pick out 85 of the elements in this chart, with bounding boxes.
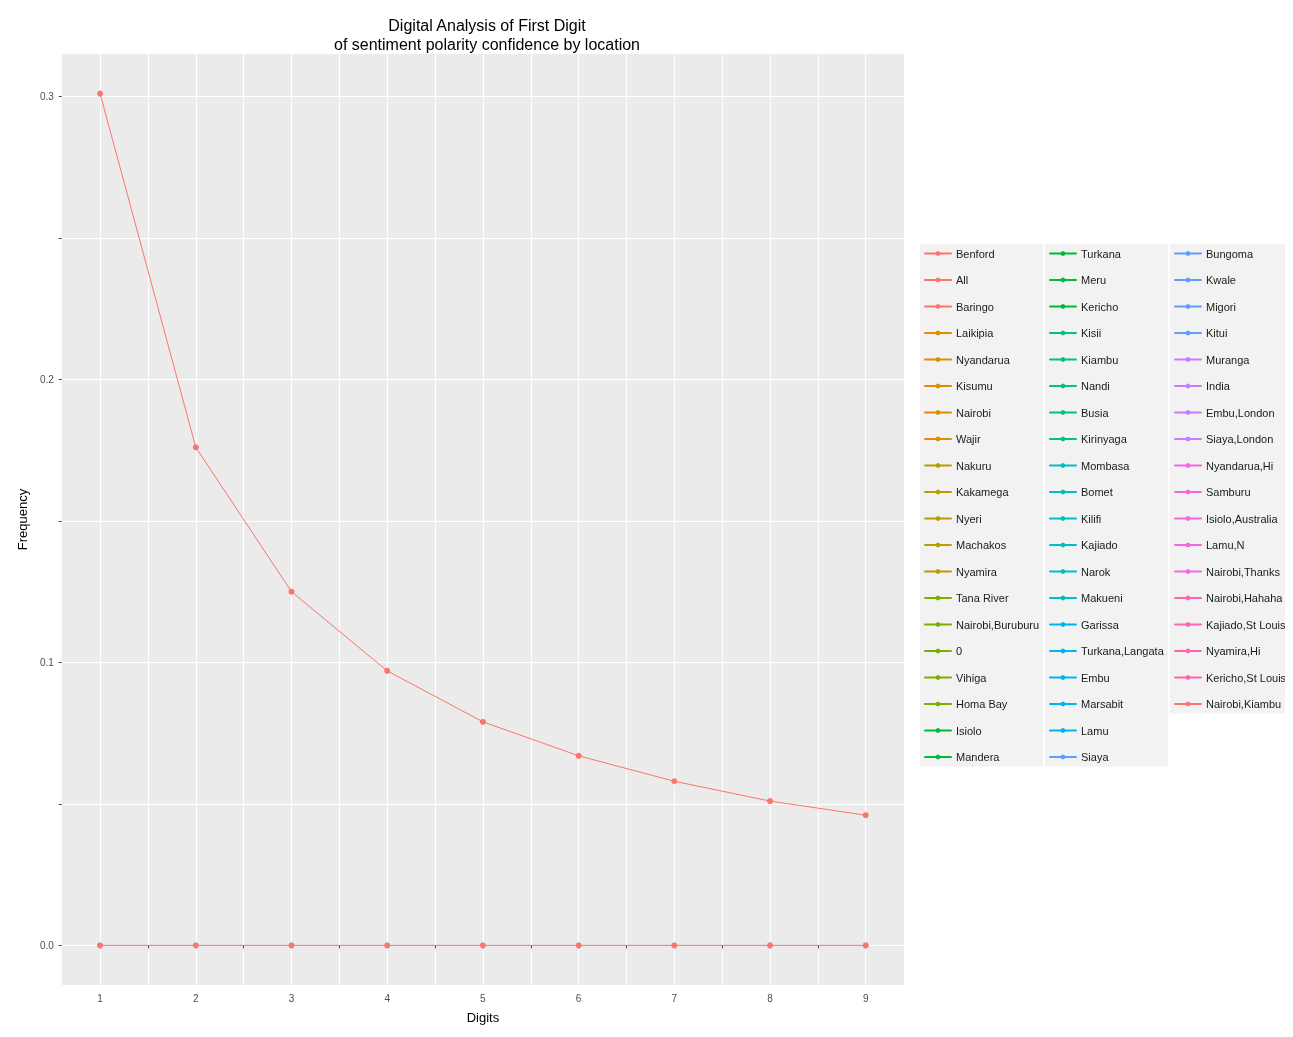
legend-label: Nandi <box>1081 380 1110 392</box>
legend-label: Narok <box>1081 565 1111 578</box>
point <box>192 444 199 451</box>
legend-label: Kirinyaga <box>1081 433 1128 445</box>
point <box>192 942 199 949</box>
legend-label: Nairobi,Thanks <box>1206 565 1281 578</box>
legend-label: Marsabit <box>1081 698 1124 710</box>
legend-label: Kwale <box>1206 274 1236 286</box>
legend-label: Mandera <box>956 751 1001 763</box>
legend-label: Kakamega <box>956 486 1010 498</box>
legend-label: Tana River <box>956 592 1009 604</box>
legend-label: Embu <box>1081 671 1110 684</box>
x-tick-label: 8 <box>767 992 774 1004</box>
legend-label: Nyandarua <box>956 353 1011 366</box>
legend-label: Nyandarua,Hi <box>1206 459 1274 472</box>
legend-label: Turkana <box>1081 247 1122 260</box>
legend-label: Kajiado <box>1081 539 1118 551</box>
point <box>767 798 774 805</box>
legend-label: Makueni <box>1081 592 1123 604</box>
legend-label: All <box>956 274 969 286</box>
legend-label: Samburu <box>1206 486 1251 498</box>
legend-label: Garissa <box>1081 618 1120 631</box>
x-tick-label: 3 <box>288 992 295 1004</box>
legend-label: Kiambu <box>1081 353 1119 366</box>
legend-label: Wajir <box>956 433 981 445</box>
x-tick-label: 7 <box>671 992 678 1004</box>
legend-label: Bomet <box>1081 486 1113 498</box>
legend-label: Machakos <box>956 539 1007 551</box>
legend-label: Nyeri <box>956 512 982 525</box>
legend-label: Migori <box>1206 300 1236 313</box>
y-tick-label: 0.1 <box>39 656 55 668</box>
point <box>479 942 486 949</box>
legend-label: Nairobi,Kiambu <box>1206 698 1282 710</box>
legend-label: Kilifi <box>1081 512 1102 525</box>
x-tick-label: 1 <box>97 992 104 1004</box>
legend-label: Bungoma <box>1206 247 1254 260</box>
legend-label: Nairobi,Hahaha <box>1206 592 1284 604</box>
legend-label: Kericho <box>1081 300 1119 313</box>
legend-label: Benford <box>956 247 995 260</box>
legend-label: Siaya,London <box>1206 433 1274 445</box>
point <box>479 718 486 725</box>
x-tick-label: 4 <box>384 992 391 1004</box>
x-tick-label: 6 <box>575 992 582 1004</box>
legend-label: 0 <box>956 645 963 657</box>
legend-label: Muranga <box>1206 353 1251 366</box>
point <box>575 752 582 759</box>
x-axis-title: Digits <box>466 1010 500 1025</box>
legend-label: Kitui <box>1206 327 1228 339</box>
legend-label: Nairobi <box>956 406 991 419</box>
legend-label: Nairobi,Buruburu <box>956 618 1040 631</box>
y-tick-label: 0.2 <box>39 373 55 385</box>
legend-label: Kisii <box>1081 327 1102 339</box>
legend-label: Baringo <box>956 300 994 313</box>
legend-label: Isiolo,Australia <box>1206 512 1279 525</box>
legend-label: Laikipia <box>956 327 995 339</box>
point <box>384 667 391 674</box>
legend-label: Nyamira,Hi <box>1206 645 1261 657</box>
chart-subtitle: of sentiment polarity confidence by location <box>334 35 640 53</box>
legend-label: Nyamira <box>956 565 998 578</box>
x-tick-label: 2 <box>193 992 200 1004</box>
legend-label: Kisumu <box>956 380 993 392</box>
point <box>671 778 678 785</box>
legend-label: Meru <box>1081 274 1107 286</box>
legend-label: Embu,London <box>1206 406 1275 419</box>
legend-label: Busia <box>1081 406 1110 419</box>
point <box>97 90 104 97</box>
legend-label: Lamu <box>1081 724 1109 737</box>
legend-label: Nakuru <box>956 459 992 472</box>
chart-title: Digital Analysis of First Digit <box>388 16 587 34</box>
legend-label: Homa Bay <box>956 698 1008 710</box>
legend-label: Turkana,Langata <box>1081 645 1165 657</box>
y-tick-label: 0.3 <box>39 90 55 102</box>
y-tick-label: 0.0 <box>39 939 55 951</box>
legend-label: India <box>1206 380 1231 392</box>
point <box>862 812 869 819</box>
x-tick-label: 5 <box>480 992 487 1004</box>
y-axis-title: Frequency <box>15 488 30 551</box>
legend-label: Isiolo <box>956 724 982 737</box>
x-tick-label: 9 <box>862 992 869 1004</box>
legend-label: Kajiado,St Louis <box>1206 618 1286 631</box>
legend-label: Lamu,N <box>1206 539 1245 551</box>
legend-label: Kericho,St Louis <box>1206 671 1287 684</box>
legend-label: Siaya <box>1081 751 1110 763</box>
legend-label: Vihiga <box>956 671 988 684</box>
legend-label: Mombasa <box>1081 459 1131 472</box>
